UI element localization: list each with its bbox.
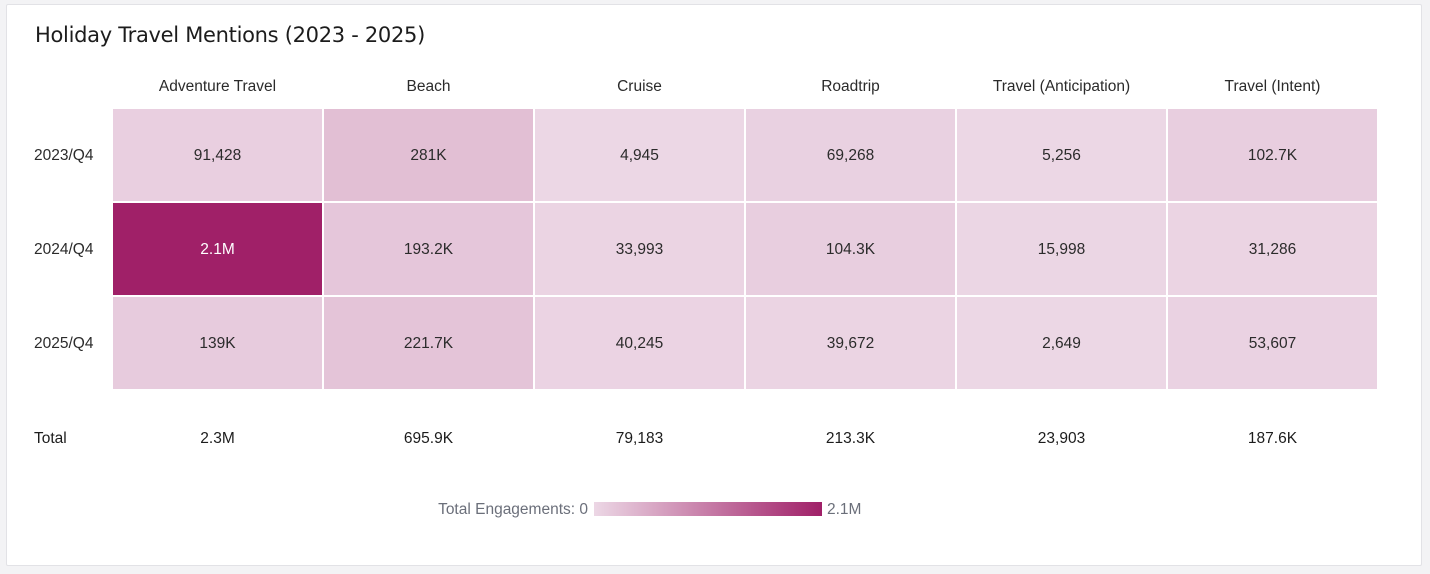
total-value-label: 213.3K <box>826 430 876 447</box>
cell-value-label: 91,428 <box>194 147 241 164</box>
cell-value-label: 104.3K <box>826 241 876 258</box>
heatmap-cell[interactable] <box>322 295 535 391</box>
totals-row: Total 2.3M 695.9K 79,183 213.3K 23,903 187.6K <box>34 430 1298 447</box>
row-label: 2023/Q4 <box>34 147 94 164</box>
legend-gradient-bar <box>594 502 822 516</box>
heatmap-cell[interactable] <box>111 201 324 297</box>
chart-title: Holiday Travel Mentions (2023 - 2025) <box>35 23 426 47</box>
heatmap-cell[interactable] <box>111 107 324 203</box>
column-label: Beach <box>407 78 451 95</box>
cell-value-label: 53,607 <box>1249 335 1296 352</box>
row-labels: 2023/Q4 2024/Q4 2025/Q4 <box>34 147 94 352</box>
legend-max-label: 2.1M <box>827 501 861 518</box>
heatmap-cell[interactable] <box>322 107 535 203</box>
total-value-label: 79,183 <box>616 430 663 447</box>
total-value-label: 187.6K <box>1248 430 1298 447</box>
heatmap-cell[interactable] <box>111 295 324 391</box>
cell-value-label: 193.2K <box>404 241 454 258</box>
total-value-label: 2.3M <box>200 430 234 447</box>
heatmap-cell[interactable] <box>533 295 746 391</box>
row-label: 2024/Q4 <box>34 241 94 258</box>
cell-value-label: 5,256 <box>1042 147 1081 164</box>
cell-value-label: 15,998 <box>1038 241 1085 258</box>
total-row-label: Total <box>34 430 67 447</box>
heatmap-cell[interactable] <box>955 201 1168 297</box>
heatmap-cell[interactable] <box>533 201 746 297</box>
row-label: 2025/Q4 <box>34 335 94 352</box>
total-value-label: 23,903 <box>1038 430 1085 447</box>
cell-value-label: 139K <box>199 335 236 352</box>
column-label: Roadtrip <box>821 78 880 95</box>
cell-value-label: 4,945 <box>620 147 659 164</box>
heatmap-cells: 91,428 281K 4,945 69,268 5,256 102.7K 2.1M 193.… <box>111 107 1379 391</box>
heatmap-cell[interactable] <box>322 201 535 297</box>
heatmap-cell[interactable] <box>1166 295 1379 391</box>
column-label: Travel (Anticipation) <box>993 78 1130 95</box>
column-label: Adventure Travel <box>159 78 276 95</box>
cell-value-label: 33,993 <box>616 241 663 258</box>
cell-value-label: 2.1M <box>200 241 234 258</box>
cell-value-label: 2,649 <box>1042 335 1081 352</box>
color-legend: Total Engagements: 0 2.1M <box>438 501 861 518</box>
heatmap-cell[interactable] <box>1166 107 1379 203</box>
heatmap-cell[interactable] <box>1166 201 1379 297</box>
cell-value-label: 281K <box>410 147 447 164</box>
total-value-label: 695.9K <box>404 430 454 447</box>
column-label: Cruise <box>617 78 662 95</box>
heatmap-cell[interactable] <box>744 295 957 391</box>
cell-value-label: 102.7K <box>1248 147 1298 164</box>
column-label: Travel (Intent) <box>1225 78 1321 95</box>
cell-value-label: 31,286 <box>1249 241 1296 258</box>
cell-value-label: 69,268 <box>827 147 874 164</box>
cell-value-label: 221.7K <box>404 335 454 352</box>
legend-title: Total Engagements: 0 <box>438 501 588 518</box>
cell-value-label: 40,245 <box>616 335 663 352</box>
column-labels: Adventure Travel Beach Cruise Roadtrip Trave… <box>159 78 1321 95</box>
heatmap-cell[interactable] <box>955 295 1168 391</box>
cell-value-label: 39,672 <box>827 335 874 352</box>
